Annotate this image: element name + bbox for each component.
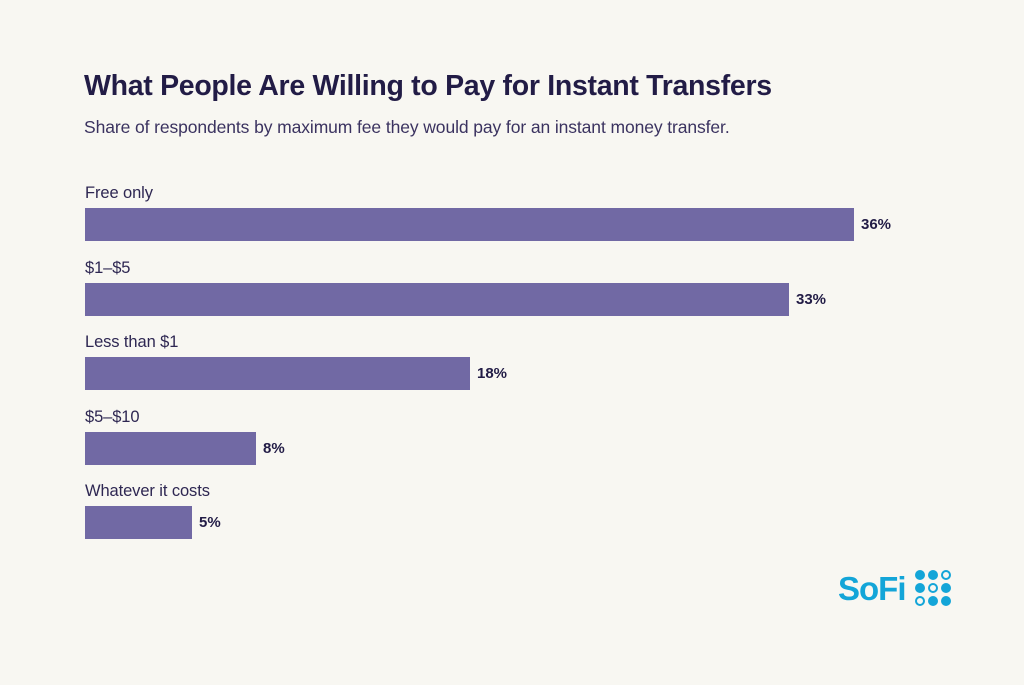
sofi-dot-outline-icon <box>914 596 925 606</box>
sofi-dot-grid-icon <box>914 570 951 606</box>
sofi-dot-filled-icon <box>914 583 925 593</box>
sofi-wordmark: SoFi <box>838 569 906 607</box>
bar-category-label: Free only <box>85 184 153 202</box>
bar-rect <box>85 357 470 390</box>
chart-subtitle: Share of respondents by maximum fee they… <box>84 117 730 137</box>
bar-rect <box>85 208 854 241</box>
sofi-logo: SoFi <box>838 570 951 606</box>
bar-value-label: 36% <box>861 216 892 233</box>
page-title: What People Are Willing to Pay for Insta… <box>84 70 772 102</box>
bar-value-label: 18% <box>477 365 508 382</box>
bar-category-label: $1–$5 <box>85 258 131 277</box>
sofi-dot-filled-icon <box>927 570 938 580</box>
bar-category-label: Less than $1 <box>85 333 179 351</box>
sofi-dot-filled-icon <box>927 596 938 606</box>
sofi-dot-outline-icon <box>927 583 938 593</box>
bar-rect <box>85 431 256 465</box>
sofi-dot-outline-icon <box>940 570 951 580</box>
bar-value-label: 8% <box>263 439 285 457</box>
sofi-dot-filled-icon <box>940 596 951 606</box>
sofi-dot-filled-icon <box>940 583 951 593</box>
bar-rect <box>85 282 789 316</box>
bar-category-label: Whatever it costs <box>85 482 210 500</box>
bar-rect <box>85 506 192 539</box>
bar-category-label: $5–$10 <box>85 407 140 426</box>
bar-value-label: 5% <box>199 514 221 531</box>
sofi-dot-filled-icon <box>914 570 925 580</box>
bar-value-label: 33% <box>796 290 827 308</box>
